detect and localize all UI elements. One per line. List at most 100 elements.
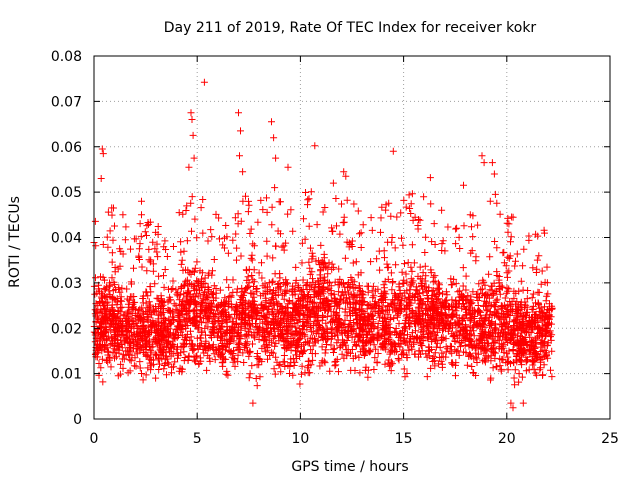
data-point	[451, 304, 459, 312]
data-point	[336, 275, 344, 283]
data-point	[224, 326, 232, 334]
data-point	[523, 295, 531, 303]
data-point	[393, 348, 401, 355]
data-point	[244, 347, 251, 355]
data-point	[143, 267, 151, 275]
data-point	[250, 329, 258, 337]
data-point	[187, 327, 194, 335]
data-point	[391, 244, 399, 252]
data-point	[204, 237, 212, 245]
data-point	[455, 351, 463, 359]
data-point	[529, 361, 537, 369]
data-point	[158, 340, 166, 348]
data-point	[429, 291, 437, 299]
data-point	[526, 333, 534, 341]
data-point	[244, 208, 252, 216]
data-point	[191, 358, 199, 366]
data-point	[318, 343, 326, 351]
data-point	[428, 330, 436, 338]
data-point	[506, 252, 514, 260]
data-point	[493, 268, 501, 276]
data-point	[263, 252, 271, 260]
data-point	[179, 210, 187, 218]
data-point	[111, 354, 118, 362]
data-point	[510, 294, 518, 302]
data-point	[323, 341, 330, 348]
data-point	[108, 274, 116, 282]
data-point	[489, 364, 497, 372]
data-point	[516, 333, 524, 340]
data-point	[193, 277, 201, 285]
data-point	[535, 252, 543, 260]
data-point	[395, 280, 403, 288]
data-point	[530, 365, 538, 373]
data-point	[250, 242, 258, 250]
data-point	[153, 294, 161, 302]
data-point	[321, 276, 329, 284]
data-point	[103, 344, 111, 352]
data-point	[138, 370, 145, 377]
data-point	[288, 322, 296, 330]
data-point	[542, 297, 550, 305]
data-point	[492, 308, 500, 316]
data-point	[292, 263, 300, 271]
data-point	[237, 292, 245, 300]
data-point	[136, 305, 144, 313]
data-point	[108, 211, 116, 219]
data-point	[386, 340, 394, 348]
data-point	[136, 220, 144, 228]
data-point	[502, 320, 510, 328]
data-point	[175, 322, 183, 330]
data-point	[183, 202, 191, 210]
data-point	[364, 321, 372, 329]
data-point	[428, 346, 435, 353]
data-point	[487, 374, 495, 382]
data-point	[547, 366, 554, 374]
data-point	[477, 286, 485, 294]
data-point	[142, 371, 150, 379]
data-point	[245, 349, 253, 357]
data-point	[224, 340, 232, 348]
data-point	[104, 208, 112, 216]
data-point	[338, 200, 345, 208]
data-point	[485, 270, 493, 278]
data-point	[237, 252, 245, 260]
data-point	[154, 253, 162, 261]
data-point	[225, 293, 233, 300]
data-point	[176, 301, 184, 309]
data-point	[303, 338, 311, 346]
data-point	[313, 307, 321, 315]
data-point	[431, 277, 439, 285]
data-point	[416, 216, 424, 224]
data-point	[314, 321, 322, 329]
data-point	[409, 292, 417, 300]
data-point	[136, 358, 144, 366]
data-point	[154, 303, 162, 311]
data-point	[469, 288, 477, 296]
data-point	[470, 369, 478, 377]
data-point	[150, 360, 157, 368]
data-point	[215, 214, 223, 222]
data-point	[309, 252, 317, 260]
data-point	[109, 294, 117, 301]
data-point	[458, 304, 466, 312]
data-point	[344, 279, 352, 286]
data-point	[497, 367, 505, 375]
data-point	[376, 266, 384, 274]
data-point	[192, 290, 200, 298]
data-point	[416, 300, 423, 308]
data-point	[293, 344, 301, 352]
data-point	[258, 300, 266, 308]
data-point	[109, 236, 117, 244]
data-point	[364, 373, 372, 381]
data-point	[492, 299, 500, 306]
data-point	[509, 404, 517, 412]
data-point	[492, 363, 500, 371]
x-tick-label: 5	[193, 431, 202, 447]
data-point	[362, 363, 370, 371]
data-point	[235, 109, 242, 117]
data-point	[189, 131, 197, 139]
data-point	[169, 277, 177, 285]
data-point	[287, 340, 295, 348]
data-point	[156, 360, 163, 368]
